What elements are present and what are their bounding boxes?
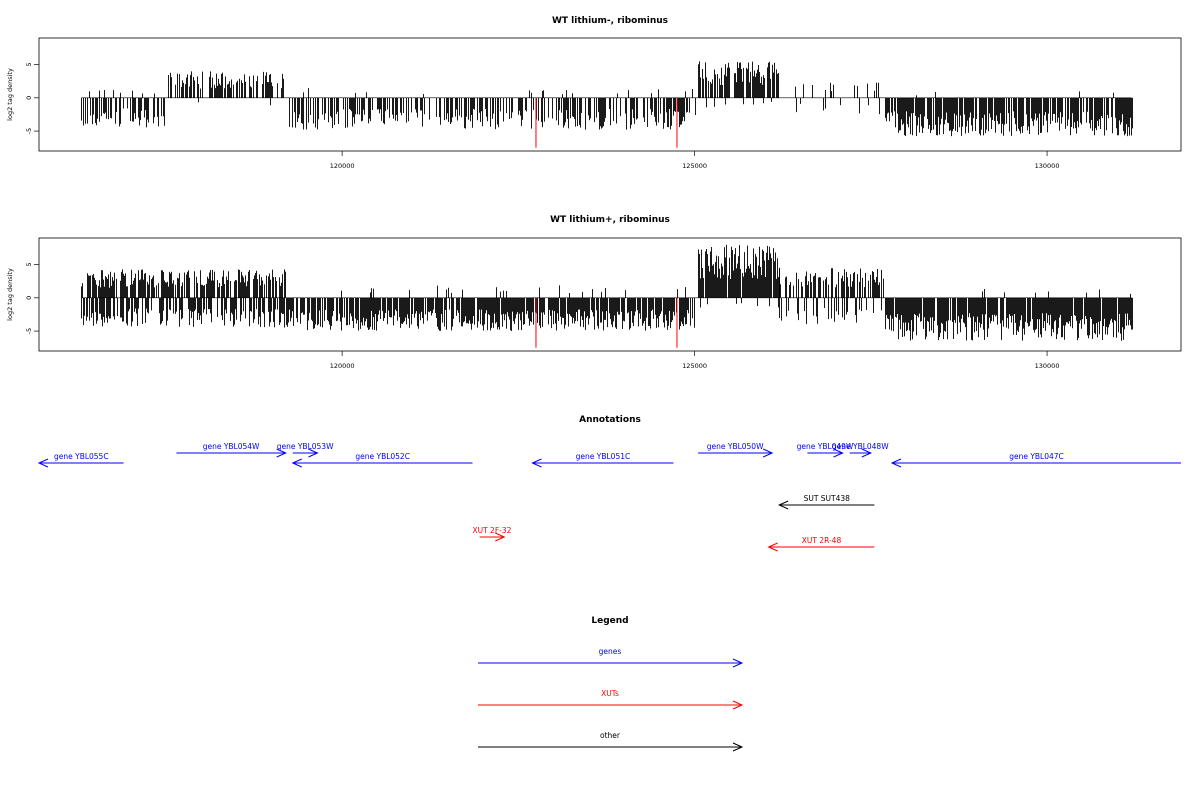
annotation-feature: gene YBL055C <box>37 452 124 468</box>
data-bars <box>81 61 1133 148</box>
annotation-feature: gene YBL054W <box>176 442 287 458</box>
y-tick-label: 0 <box>25 296 33 300</box>
legend-item: genes <box>478 647 744 668</box>
arrow-head <box>37 458 49 468</box>
arrow-head <box>732 700 744 710</box>
y-axis-label: log2 tag density <box>6 268 14 321</box>
arrow-head <box>833 448 844 458</box>
legend-label: XUTs <box>601 689 619 698</box>
annotation-label: gene YBL050W <box>707 442 764 451</box>
annotation-feature: gene YBL053W <box>277 442 334 458</box>
annotation-label: gene YBL054W <box>203 442 260 451</box>
plot-frame <box>38 37 1182 152</box>
legend-items: genes XUTs other <box>478 647 744 752</box>
annotation-label: gene YBL048W <box>832 442 889 451</box>
annotation-label: gene YBL049W <box>797 442 854 451</box>
annotation-feature: XUT 2F-32 <box>472 526 512 542</box>
x-tick-label: 125000 <box>682 362 707 370</box>
arrow-head <box>291 458 302 468</box>
x-tick-label: 120000 <box>330 362 355 370</box>
panel-title: WT lithium+, ribominus <box>550 215 670 225</box>
y-tick-label: 5 <box>25 263 33 267</box>
annotation-label: gene YBL052C <box>355 452 410 461</box>
annotation-label: XUT 2F-32 <box>472 526 511 535</box>
track-panel-lithium-minus: WT lithium-, ribominus log2 tag density … <box>6 16 1182 170</box>
axes: 5 0 -5 120000 125000 130000 <box>25 63 1059 170</box>
x-tick-label: 125000 <box>682 162 707 170</box>
y-tick-label: 5 <box>25 63 33 67</box>
y-tick-label: -5 <box>25 328 33 334</box>
y-axis-label: log2 tag density <box>6 68 14 121</box>
arrow-head <box>890 458 902 468</box>
arrow-head <box>495 532 506 542</box>
annotation-label: gene YBL047C <box>1009 452 1064 461</box>
annotation-feature: gene YBL048W <box>832 442 889 458</box>
arrow-head <box>767 542 778 552</box>
arrow-head <box>762 448 774 458</box>
annotation-feature: XUT 2R-48 <box>767 536 875 552</box>
legend-label: other <box>600 731 621 740</box>
annotation-label: XUT 2R-48 <box>802 536 842 545</box>
x-tick-label: 130000 <box>1035 362 1060 370</box>
annotation-feature: gene YBL051C <box>531 452 674 468</box>
plot-frame <box>38 237 1182 352</box>
y-tick-label: -5 <box>25 128 33 134</box>
arrow-head <box>276 448 287 458</box>
annotation-label: gene YBL055C <box>54 452 109 461</box>
arrow-head <box>531 458 542 468</box>
annotation-feature: SUT SUT438 <box>777 494 875 510</box>
annotation-features: gene YBL055C gene YBL054W gene YBL053W gene… <box>37 442 1181 552</box>
axes: 5 0 -5 120000 125000 130000 <box>25 263 1059 370</box>
x-tick-label: 120000 <box>330 162 355 170</box>
x-tick-label: 130000 <box>1035 162 1060 170</box>
arrow-head <box>777 500 789 510</box>
annotation-feature: gene YBL049W <box>797 442 854 458</box>
track-panel-lithium-plus: WT lithium+, ribominus log2 tag density … <box>6 215 1182 370</box>
annotation-label: SUT SUT438 <box>804 494 851 503</box>
annotations-title: Annotations <box>579 415 641 425</box>
legend-title: Legend <box>591 616 628 626</box>
arrow-head <box>861 448 873 458</box>
legend: Legend genes XUTs other <box>478 616 744 752</box>
legend-item: other <box>478 731 744 752</box>
panel-title: WT lithium-, ribominus <box>552 16 668 26</box>
annotation-feature: gene YBL052C <box>291 452 473 468</box>
arrow-head <box>308 448 319 458</box>
data-bars <box>81 244 1133 348</box>
arrow-head <box>732 742 744 752</box>
annotation-label: gene YBL053W <box>277 442 334 451</box>
legend-label: genes <box>599 647 622 656</box>
annotation-label: gene YBL051C <box>576 452 631 461</box>
legend-item: XUTs <box>478 689 744 710</box>
annotation-feature: gene YBL047C <box>890 452 1181 468</box>
y-tick-label: 0 <box>25 96 33 100</box>
arrow-head <box>732 658 744 668</box>
annotation-feature: gene YBL050W <box>698 442 774 458</box>
